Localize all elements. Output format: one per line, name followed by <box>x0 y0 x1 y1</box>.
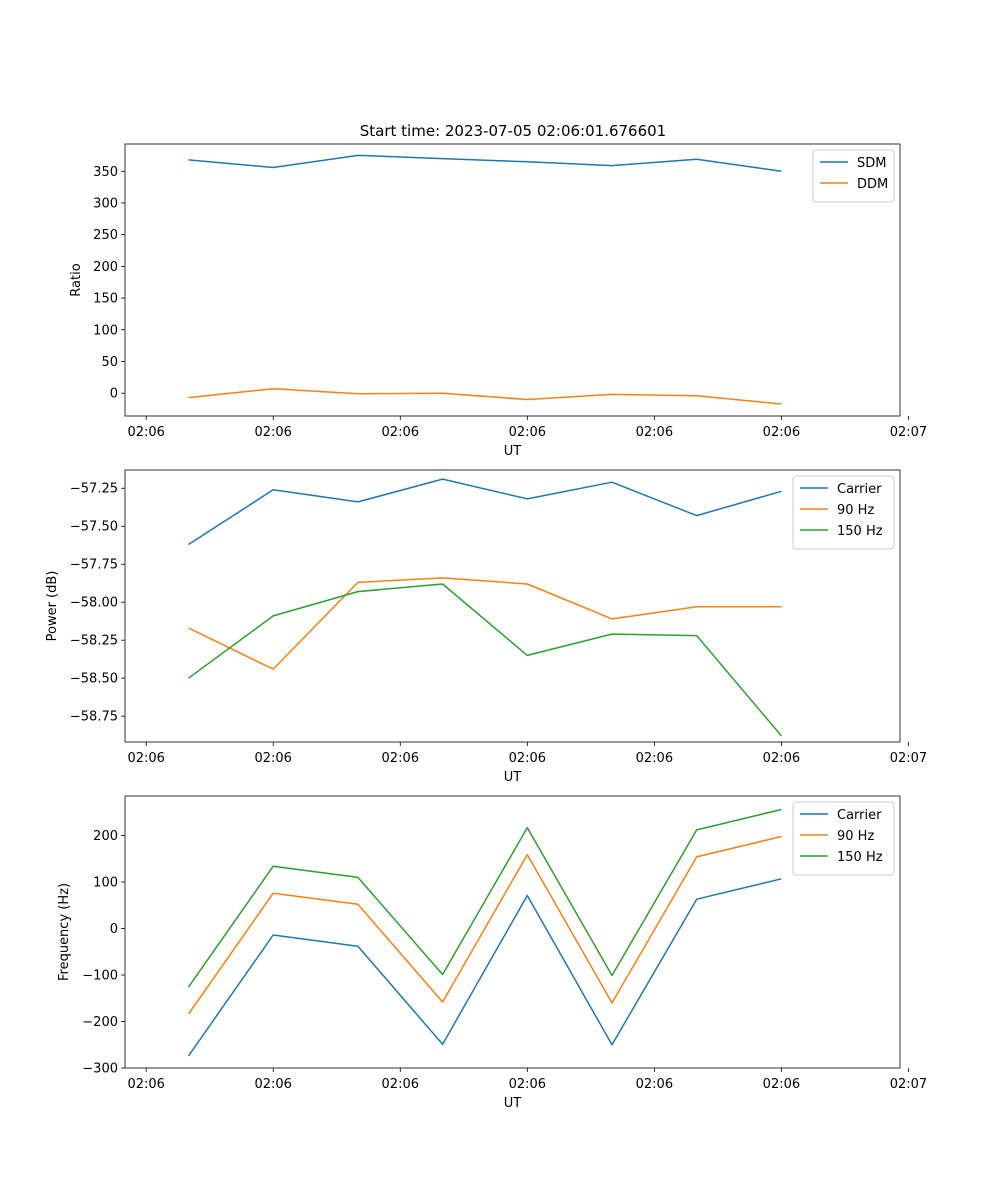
x-tick-label: 02:06 <box>254 425 291 440</box>
x-tick-label: 02:06 <box>636 751 673 766</box>
series-line-ddm <box>188 387 782 405</box>
x-tick-label: 02:06 <box>763 425 800 440</box>
legend-label: SDM <box>857 156 886 171</box>
legend: Carrier 90 Hz 150 Hz <box>792 475 895 550</box>
series-line-150-hz <box>187 808 782 988</box>
x-tick-label: 02:06 <box>127 425 164 440</box>
y-tick-label: −300 <box>82 1062 118 1077</box>
legend-box <box>812 149 895 203</box>
y-tick-label: −58.75 <box>70 710 118 725</box>
x-tick-label: 02:06 <box>254 751 291 766</box>
legend-label: 150 Hz <box>837 524 883 539</box>
legend-label: Carrier <box>837 808 882 823</box>
x-tick-label: 02:06 <box>382 751 419 766</box>
subplot-1: 02:06 02:06 02:06 02:06 02:06 02:06 02:07 0 50 10… <box>69 143 927 459</box>
x-axis-label: UT <box>504 444 522 459</box>
subplot-2: 02:06 02:06 02:06 02:06 02:06 02:06 02:07 −57.2… <box>45 469 927 785</box>
legend-label: 150 Hz <box>837 850 883 865</box>
x-tick-label: 02:06 <box>763 1077 800 1092</box>
y-tick-label: −57.25 <box>70 482 118 497</box>
x-tick-label: 02:06 <box>763 751 800 766</box>
axes-frame <box>124 795 901 1069</box>
x-axis-label: UT <box>504 770 522 785</box>
legend: Carrier 90 Hz 150 Hz <box>792 801 895 876</box>
legend-label: DDM <box>857 177 888 192</box>
legend-label: Carrier <box>837 482 882 497</box>
x-tick-label: 02:06 <box>509 425 546 440</box>
y-tick-label: 150 <box>93 292 118 307</box>
y-tick-label: −57.50 <box>70 520 118 535</box>
series-line-sdm <box>188 154 782 173</box>
x-tick-label: 02:07 <box>890 425 927 440</box>
x-tick-label: 02:06 <box>382 425 419 440</box>
x-tick-label: 02:07 <box>890 751 927 766</box>
subplots: 02:06 02:06 02:06 02:06 02:06 02:06 02:07 0 50 10… <box>45 143 927 1111</box>
y-tick-label: −58.00 <box>70 596 118 611</box>
x-tick-label: 02:06 <box>127 751 164 766</box>
subplot-3: 02:06 02:06 02:06 02:06 02:06 02:06 02:07 −300 −… <box>57 795 927 1111</box>
series-line-150-hz <box>188 583 782 737</box>
x-axis-label: UT <box>504 1096 522 1111</box>
y-tick-label: 350 <box>93 165 118 180</box>
y-tick-label: 50 <box>101 355 118 370</box>
x-tick-label: 02:06 <box>127 1077 164 1092</box>
y-tick-label: −200 <box>82 1015 118 1030</box>
y-tick-label: −100 <box>82 969 118 984</box>
x-tick-label: 02:06 <box>254 1077 291 1092</box>
legend-label: 90 Hz <box>837 829 874 844</box>
axes-frame <box>124 143 901 417</box>
x-tick-label: 02:06 <box>636 425 673 440</box>
series-line-90-hz <box>188 577 782 670</box>
y-axis-label: Power (dB) <box>45 571 60 642</box>
x-tick-label: 02:06 <box>382 1077 419 1092</box>
y-tick-label: −58.25 <box>70 634 118 649</box>
series-line-carrier <box>188 478 782 546</box>
y-tick-label: 100 <box>93 323 118 338</box>
y-tick-label: 100 <box>93 876 118 891</box>
y-axis-label: Frequency (Hz) <box>57 883 72 981</box>
series-line-90-hz <box>187 835 782 1015</box>
figure-title: Start time: 2023-07-05 02:06:01.676601 <box>360 122 666 140</box>
x-tick-label: 02:06 <box>636 1077 673 1092</box>
series-line-carrier <box>187 878 782 1057</box>
y-tick-label: −58.50 <box>70 672 118 687</box>
legend-label: 90 Hz <box>837 503 874 518</box>
y-tick-label: −57.75 <box>70 558 118 573</box>
x-tick-label: 02:07 <box>890 1077 927 1092</box>
y-axis-label: Ratio <box>69 263 84 296</box>
x-tick-label: 02:06 <box>509 751 546 766</box>
legend: SDM DDM <box>812 149 895 203</box>
y-tick-label: 250 <box>93 228 118 243</box>
y-tick-label: 200 <box>93 829 118 844</box>
y-tick-label: 0 <box>110 387 118 402</box>
y-tick-label: 200 <box>93 260 118 275</box>
x-tick-label: 02:06 <box>509 1077 546 1092</box>
y-tick-label: 0 <box>110 922 118 937</box>
y-tick-label: 300 <box>93 196 118 211</box>
axes-frame <box>124 469 901 743</box>
